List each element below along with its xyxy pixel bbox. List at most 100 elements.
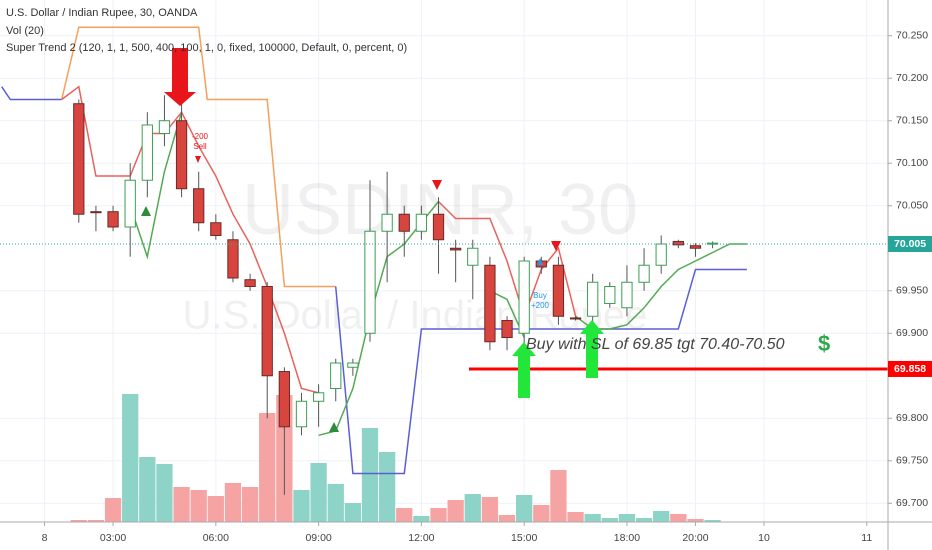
indicator-label: Super Trend 2 (120, 1, 1, 500, 400, 100,…	[6, 42, 407, 54]
y-tick-label: 69.700	[896, 497, 928, 509]
signal-label: Buy	[533, 291, 547, 300]
candle-body	[347, 362, 359, 368]
y-tick-label: 69.750	[896, 455, 928, 467]
candle-body	[330, 362, 342, 390]
candle-body	[689, 245, 702, 249]
candle-body	[415, 213, 428, 232]
signal-label: Sell	[193, 142, 207, 151]
volume-bar	[190, 490, 207, 522]
volume-bar	[327, 484, 344, 522]
y-tick-label: 70.200	[896, 72, 928, 84]
sell-arrow	[164, 48, 196, 106]
x-tick-label: 8	[42, 532, 48, 544]
candle-body	[655, 243, 667, 266]
candle-body	[501, 320, 513, 339]
volume-bar	[396, 508, 413, 522]
axes: 70.250 70.200 70.150 70.100 70.050 69.950 69.9…	[42, 29, 932, 544]
watermark: U.S. Dollar / Indian Rupee	[183, 294, 648, 338]
volume-bar	[516, 495, 533, 522]
signal-label: -200	[192, 132, 209, 141]
candle-body	[227, 239, 239, 279]
volume-bar	[584, 514, 601, 522]
candle-body	[124, 179, 136, 228]
x-tick-label: 20:00	[682, 532, 708, 544]
annotation: Buy with SL of 69.85 tgt 70.40-70.50	[526, 336, 785, 353]
marker	[195, 156, 201, 163]
marker	[551, 241, 561, 251]
volume-bar	[413, 516, 430, 522]
volume-bar	[447, 500, 464, 522]
volume-bar	[344, 503, 362, 522]
volume-bar	[670, 514, 687, 522]
candle-body	[518, 260, 530, 334]
volume-bar	[601, 518, 618, 522]
indicator-label: Vol (20)	[6, 25, 44, 37]
volume-bar	[361, 428, 379, 522]
volume-bar	[550, 470, 567, 522]
candle-body	[107, 211, 119, 228]
price-lines	[0, 243, 888, 371]
x-tick-label: 10	[758, 532, 770, 544]
candle-body	[638, 264, 650, 283]
candle-body	[244, 279, 256, 288]
candle-body	[210, 222, 222, 236]
volume-bar	[139, 457, 156, 522]
volume-bar	[70, 520, 87, 522]
y-tick-label: 69.950	[896, 285, 928, 297]
volume-bar	[481, 497, 499, 522]
indicator-line	[489, 290, 525, 338]
candle-body	[278, 371, 290, 428]
volume-bar	[704, 520, 721, 522]
y-tick-label: 69.900	[896, 327, 928, 339]
x-tick-label: 03:00	[100, 532, 126, 544]
candle-body	[193, 188, 205, 224]
candle-body	[175, 120, 188, 190]
x-tick-label: 11	[861, 532, 872, 544]
indicator-line	[129, 111, 183, 260]
candle-body	[450, 247, 462, 251]
x-tick-label: 12:00	[408, 532, 434, 544]
y-tick-label: 70.050	[896, 200, 928, 212]
marker	[537, 258, 543, 265]
y-tick-label: 70.150	[896, 115, 928, 127]
volume-bar	[310, 463, 327, 522]
indicator-line	[334, 268, 747, 475]
volume-bar	[293, 490, 310, 522]
volume-bar	[653, 511, 670, 522]
volume-bar	[498, 515, 516, 522]
volume-bar	[259, 413, 276, 522]
candle-body	[90, 211, 102, 214]
volume-bar	[241, 487, 259, 522]
x-tick-label: 09:00	[305, 532, 331, 544]
candle-body	[141, 124, 153, 181]
volume-bar	[156, 464, 173, 522]
candle-body	[604, 286, 616, 305]
x-tick-label: 06:00	[203, 532, 229, 544]
volume-bar	[104, 498, 122, 522]
candle-body	[398, 213, 410, 232]
candle-body	[364, 230, 376, 334]
y-tick-label: 69.800	[896, 412, 928, 424]
marker	[141, 206, 151, 216]
candle-body	[621, 281, 633, 309]
price-label-box	[888, 360, 932, 377]
signal-label: +200	[531, 301, 550, 310]
candle-body	[312, 392, 325, 402]
candle-body	[158, 120, 171, 134]
indicator-line	[575, 243, 747, 330]
indicator-line	[61, 85, 319, 394]
candle-body	[432, 213, 445, 241]
candle-body	[467, 247, 479, 266]
indicator-line	[437, 200, 577, 319]
volume-bar	[567, 512, 584, 522]
volume-bar	[122, 394, 139, 522]
volume-bar	[207, 496, 224, 522]
candle-body	[672, 240, 684, 246]
volume-bar	[430, 508, 447, 522]
candle-body	[295, 400, 308, 428]
volume-bar	[378, 452, 396, 522]
chart-title: U.S. Dollar / Indian Rupee, 30, OANDA	[6, 7, 198, 19]
volume-bar	[224, 483, 242, 522]
candle-body	[569, 317, 582, 320]
